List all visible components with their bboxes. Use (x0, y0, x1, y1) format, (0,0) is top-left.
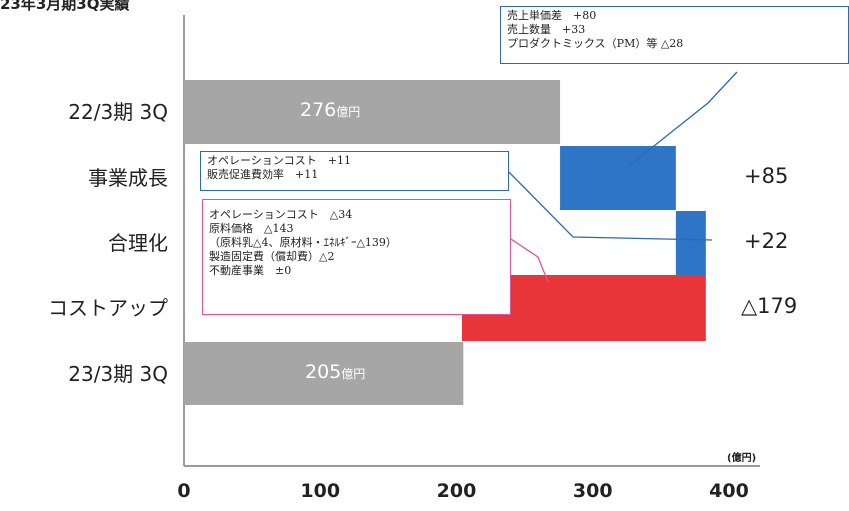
callout-leader (629, 71, 738, 166)
callout-leader (504, 167, 713, 241)
unit-label: (億円) (727, 453, 757, 464)
bar-1 (560, 146, 676, 210)
x-tick-label: 200 (436, 480, 477, 502)
x-tick-label: 300 (572, 480, 613, 502)
bar-value-label: 276億円 (300, 99, 361, 121)
category-label: 23/3期 3Q (68, 361, 168, 386)
callout-line: （原料乳△4、原材料・ｴﾈﾙｷﾞｰ△139） (209, 236, 397, 249)
callout-line: 製造固定費（償却費）△2 (209, 250, 335, 263)
bar-0 (184, 80, 561, 144)
delta-value-label: △179 (741, 294, 798, 318)
category-label: 事業成長 (88, 166, 168, 190)
delta-value-label: +22 (744, 229, 789, 253)
callout-line: 売上単価差 +80 (507, 9, 597, 22)
category-label: コストアップ (48, 296, 168, 320)
bar-4 (184, 342, 464, 405)
callout-line: オペレーションコスト +11 (207, 154, 351, 167)
category-label: 22/3期 3Q (68, 100, 168, 124)
x-tick-label: 100 (300, 480, 341, 502)
callout-line: 販売促進費効率 +11 (207, 168, 319, 181)
callout-line: プロダクトミックス（PM）等 △28 (507, 37, 684, 50)
delta-value-label: +85 (744, 164, 789, 188)
callout-line: 売上数量 +33 (507, 23, 586, 36)
callout-box: 売上単価差 +80 売上数量 +33 プロダクトミックス（PM）等 △28 (500, 6, 849, 64)
callout-line: 原料価格 △143 (209, 222, 294, 235)
callout-box: オペレーションコスト △34 原料価格 △143 （原料乳△4、原材料・ｴﾈﾙｷﾞｰ… (202, 199, 511, 315)
category-label: 合理化 (108, 231, 168, 255)
bar-value-label: 205億円 (305, 360, 366, 383)
callout-box: オペレーションコスト +11 販売促進費効率 +11 (200, 151, 509, 191)
bar-2 (675, 211, 706, 275)
x-tick-label: 0 (177, 480, 191, 502)
chart-title: 23年3月期3Q実績 (0, 0, 130, 13)
x-tick-label: 400 (709, 480, 749, 502)
callout-leader (507, 236, 549, 283)
callout-line: オペレーションコスト △34 (209, 208, 353, 221)
callout-line: 不動産事業 ±0 (209, 264, 292, 277)
